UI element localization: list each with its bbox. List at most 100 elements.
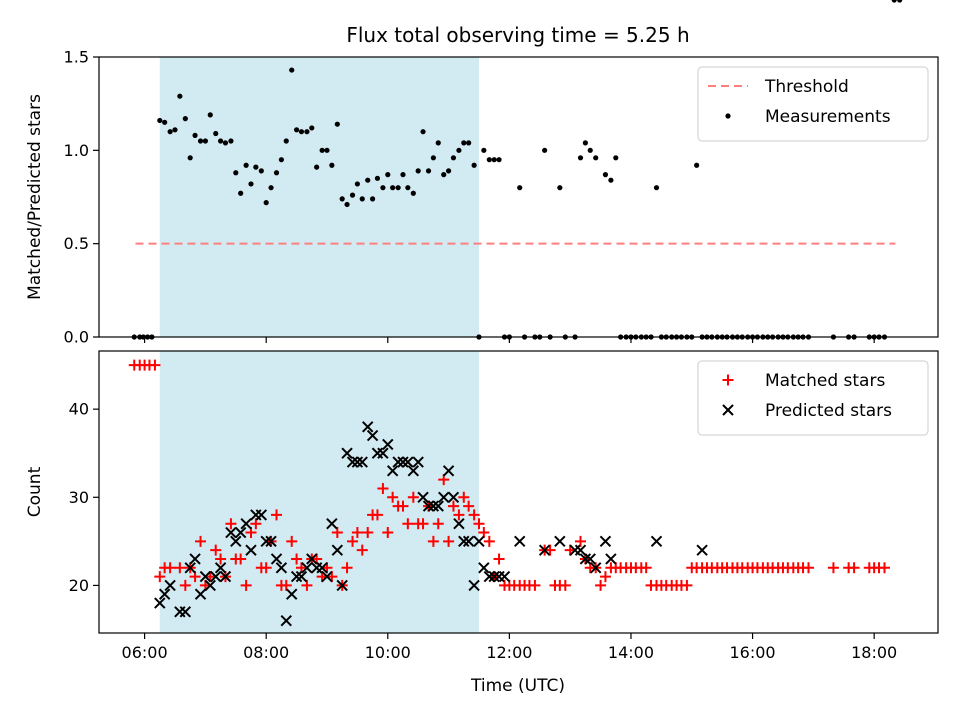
- matched-stars-point: [397, 500, 409, 512]
- matched-stars-point: [382, 527, 394, 539]
- predicted-stars-point: [210, 570, 222, 583]
- measurements-point: [319, 147, 325, 153]
- matched-stars-point: [878, 562, 890, 574]
- measurements-point: [324, 147, 330, 153]
- x-tick-label: 12:00: [486, 643, 532, 662]
- measurements-point: [557, 185, 563, 191]
- measurements-point: [486, 157, 492, 163]
- measurements-point: [167, 129, 173, 135]
- measurements-point: [359, 196, 365, 202]
- measurements-point: [344, 201, 350, 208]
- matched-stars-point: [803, 562, 815, 574]
- ratio-y-axis-label: Matched/Predicted stars: [25, 94, 45, 300]
- predicted-stars-point: [438, 491, 450, 503]
- observing-window-shading: [159, 57, 479, 337]
- matched-stars-point: [453, 509, 465, 521]
- predicted-stars-point: [696, 544, 708, 556]
- measurements-point: [891, 0, 897, 3]
- matched-stars-point: [356, 544, 368, 556]
- predicted-stars-point: [326, 518, 338, 530]
- predicted-stars-point: [392, 456, 404, 468]
- matched-stars-point: [179, 579, 191, 591]
- measurements-point: [273, 170, 280, 176]
- matched-stars-point: [271, 509, 283, 521]
- matched-stars-point: [468, 509, 480, 521]
- matched-stars-point: [215, 553, 227, 565]
- measurements-point: [298, 129, 305, 135]
- legend-box: [697, 360, 929, 436]
- predicted-stars-point: [447, 491, 460, 503]
- predicted-stars-point: [386, 465, 399, 477]
- count-panel: 20 30 40 06:00 08:00 10:00 12:00 14:00 16:00 18:0…: [25, 351, 939, 662]
- matched-stars-point: [280, 579, 292, 591]
- x-axis-label: Time (UTC): [470, 676, 565, 696]
- predicted-stars-point: [453, 518, 465, 530]
- matched-stars-point: [250, 518, 262, 530]
- measurements-point: [608, 177, 614, 183]
- predicted-stars-point: [407, 465, 420, 477]
- predicted-stars-point: [270, 553, 283, 565]
- measurements-point: [354, 181, 360, 187]
- predicted-stars-point: [412, 456, 424, 468]
- predicted-stars-point: [356, 456, 368, 468]
- predicted-stars-point: [478, 562, 490, 574]
- measurements-point: [385, 172, 391, 178]
- matched-stars-point: [427, 535, 439, 547]
- matched-stars-point: [493, 553, 505, 565]
- measurements-point: [258, 168, 264, 174]
- matched-stars-point: [447, 500, 459, 512]
- predicted-stars-point: [458, 535, 470, 548]
- count-y-axis-label: Count: [25, 466, 45, 517]
- matched-stars-point: [260, 562, 272, 574]
- predicted-stars-point: [650, 535, 663, 548]
- legend-swatch-predicted-stars: [722, 404, 734, 416]
- predicted-stars-point: [336, 579, 348, 592]
- matched-stars-point: [210, 544, 222, 556]
- measurements-point: [435, 140, 441, 146]
- measurements-point: [380, 185, 386, 191]
- x-tick-label: 06:00: [122, 643, 168, 662]
- measurements-point: [172, 127, 178, 133]
- measurements-point: [461, 140, 467, 146]
- measurements-point: [289, 67, 295, 73]
- predicted-stars-point: [189, 553, 201, 565]
- matched-stars-point: [341, 562, 353, 574]
- measurements-point: [197, 138, 204, 144]
- predicted-stars-point: [488, 570, 500, 583]
- measurements-point: [395, 185, 401, 191]
- matched-stars-point: [291, 553, 303, 565]
- legend-swatch-matched-stars: [722, 374, 734, 386]
- predicted-stars-point: [204, 579, 216, 592]
- matched-stars-point: [463, 500, 475, 512]
- measurements-point: [400, 172, 406, 178]
- measurements-point: [304, 129, 310, 135]
- measurements-point: [233, 170, 239, 176]
- predicted-stars-point: [194, 588, 207, 600]
- predicted-stars-point: [579, 553, 592, 565]
- y-tick-label: 0.5: [64, 234, 89, 253]
- measurements-point: [278, 157, 284, 163]
- predicted-stars-point: [341, 447, 353, 459]
- predicted-stars-point: [164, 579, 176, 592]
- measurements-point: [349, 192, 356, 198]
- measurements-point: [441, 172, 447, 178]
- legend-box: [697, 66, 929, 142]
- observing-window-shading: [159, 351, 479, 633]
- ratio-axis-ticks: 0.0 0.5 1.0 1.5: [64, 48, 875, 347]
- measurements-point: [450, 155, 457, 161]
- measurements-point: [430, 155, 436, 161]
- predicted-stars-point: [275, 562, 288, 574]
- matched-stars-point: [599, 571, 611, 583]
- predicted-stars-point: [427, 500, 440, 512]
- measurements-point: [897, 0, 903, 3]
- matched-stars-point: [640, 562, 652, 574]
- predicted-stars-point: [280, 614, 292, 627]
- matched-stars-point: [544, 544, 556, 556]
- predicted-stars-point: [351, 456, 364, 468]
- predicted-stars-point: [295, 570, 308, 583]
- measurements-point: [471, 162, 477, 168]
- matched-stars-point: [154, 571, 166, 583]
- measurements-point: [263, 200, 269, 206]
- predicted-stars-point: [154, 597, 166, 609]
